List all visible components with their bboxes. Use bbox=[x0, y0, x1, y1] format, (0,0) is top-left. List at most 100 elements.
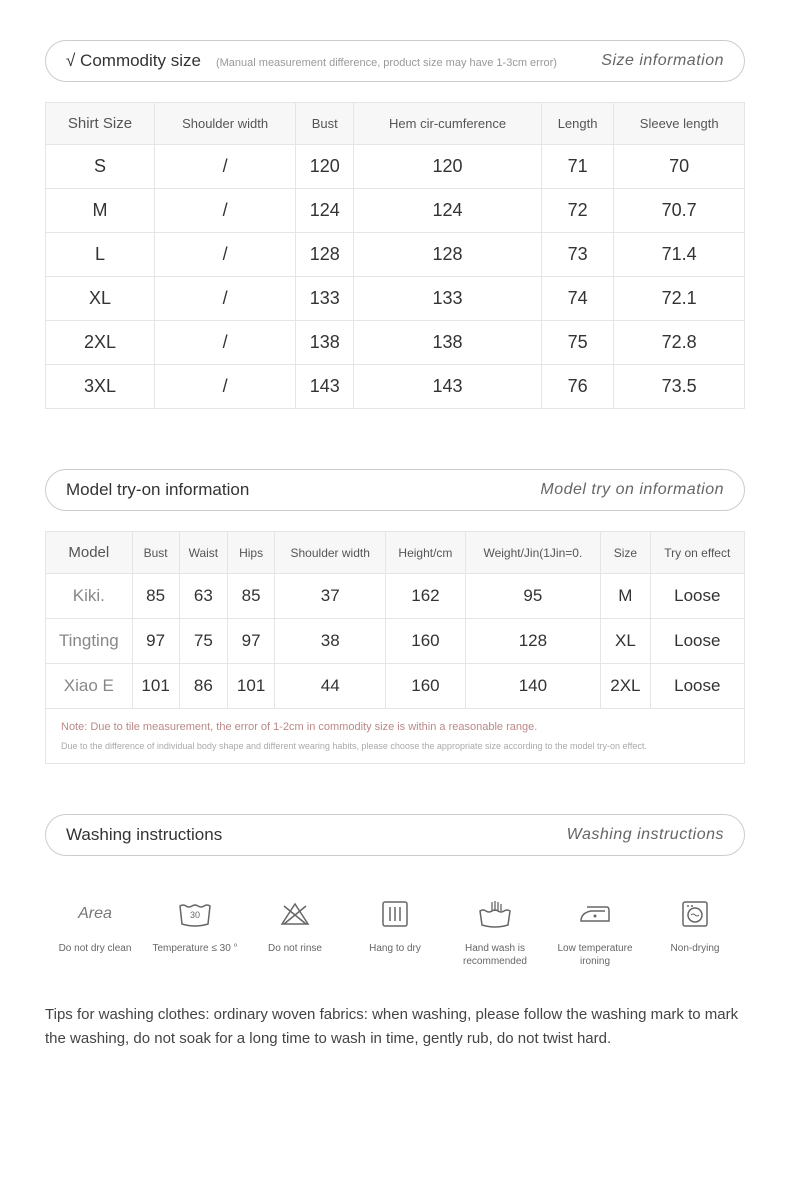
table-cell: Kiki. bbox=[46, 574, 133, 619]
dryer-icon bbox=[677, 896, 713, 932]
size-title: √ Commodity size bbox=[66, 51, 201, 71]
table-cell: Xiao E bbox=[46, 664, 133, 709]
shirt-table-header-row: Shirt SizeShoulder widthBustHem cir-cumf… bbox=[46, 103, 745, 145]
table-row: Kiki.8563853716295MLoose bbox=[46, 574, 745, 619]
model-title: Model try-on information bbox=[66, 480, 249, 500]
table-header: Weight/Jin(1Jin=0. bbox=[465, 532, 601, 574]
wash-basin-icon: 30 bbox=[177, 896, 213, 932]
table-cell: 70 bbox=[614, 145, 745, 189]
table-cell: 74 bbox=[541, 277, 614, 321]
table-cell: 70.7 bbox=[614, 189, 745, 233]
table-cell: / bbox=[154, 365, 295, 409]
table-cell: 85 bbox=[132, 574, 179, 619]
table-cell: / bbox=[154, 189, 295, 233]
table-cell: 128 bbox=[354, 233, 542, 277]
table-header: Waist bbox=[179, 532, 228, 574]
washing-section-header: Washing instructions Washing instruction… bbox=[45, 814, 745, 856]
table-cell: / bbox=[154, 233, 295, 277]
table-row: XL/1331337472.1 bbox=[46, 277, 745, 321]
table-cell: 138 bbox=[354, 321, 542, 365]
size-right-label: Size information bbox=[601, 52, 724, 70]
table-row: M/1241247270.7 bbox=[46, 189, 745, 233]
hang-dry-icon bbox=[377, 896, 413, 932]
table-cell: 101 bbox=[132, 664, 179, 709]
table-cell: Loose bbox=[650, 619, 744, 664]
table-cell: 75 bbox=[541, 321, 614, 365]
model-right-label: Model try on information bbox=[540, 481, 724, 499]
table-cell: 128 bbox=[296, 233, 354, 277]
table-header: Shoulder width bbox=[154, 103, 295, 145]
table-cell: 63 bbox=[179, 574, 228, 619]
table-cell: 73 bbox=[541, 233, 614, 277]
table-header: Size bbox=[601, 532, 650, 574]
table-cell: / bbox=[154, 277, 295, 321]
table-header: Sleeve length bbox=[614, 103, 745, 145]
table-cell: 71 bbox=[541, 145, 614, 189]
note-bodyshape: Due to the difference of individual body… bbox=[61, 741, 729, 751]
note-measurement: Note: Due to tile measurement, the error… bbox=[61, 721, 729, 733]
table-cell: Loose bbox=[650, 664, 744, 709]
wash-hang-dry: Hang to dry bbox=[348, 896, 443, 955]
table-cell: 86 bbox=[179, 664, 228, 709]
triangle-cross-icon bbox=[277, 896, 313, 932]
table-header: Hem cir-cumference bbox=[354, 103, 542, 145]
table-cell: M bbox=[46, 189, 155, 233]
table-row: 3XL/1431437673.5 bbox=[46, 365, 745, 409]
table-cell: 2XL bbox=[601, 664, 650, 709]
table-cell: 124 bbox=[296, 189, 354, 233]
table-cell: 143 bbox=[354, 365, 542, 409]
area-icon: Area bbox=[77, 896, 113, 932]
table-cell: 133 bbox=[354, 277, 542, 321]
wash-hand: Hand wash is recommended bbox=[448, 896, 543, 968]
table-header: Hips bbox=[228, 532, 275, 574]
table-cell: 73.5 bbox=[614, 365, 745, 409]
table-header: Model bbox=[46, 532, 133, 574]
table-cell: / bbox=[154, 145, 295, 189]
size-section-header: √ Commodity size (Manual measurement dif… bbox=[45, 40, 745, 82]
table-cell: 101 bbox=[228, 664, 275, 709]
model-tryon-table: ModelBustWaistHipsShoulder widthHeight/c… bbox=[45, 531, 745, 709]
table-cell: 120 bbox=[296, 145, 354, 189]
table-cell: XL bbox=[601, 619, 650, 664]
table-cell: 138 bbox=[296, 321, 354, 365]
table-header: Shirt Size bbox=[46, 103, 155, 145]
table-row: S/1201207170 bbox=[46, 145, 745, 189]
table-cell: 160 bbox=[386, 619, 465, 664]
shirt-size-table: Shirt SizeShoulder widthBustHem cir-cumf… bbox=[45, 102, 745, 409]
washing-tips: Tips for washing clothes: ordinary woven… bbox=[45, 1003, 745, 1051]
model-section-header: Model try-on information Model try on in… bbox=[45, 469, 745, 511]
wash-non-dry: Non-drying bbox=[648, 896, 743, 955]
table-cell: Loose bbox=[650, 574, 744, 619]
table-cell: 97 bbox=[228, 619, 275, 664]
table-cell: 72.8 bbox=[614, 321, 745, 365]
notes-box: Note: Due to tile measurement, the error… bbox=[45, 709, 745, 764]
washing-icons-row: Area Do not dry clean 30 Temperature ≤ 3… bbox=[45, 896, 745, 968]
table-cell: 76 bbox=[541, 365, 614, 409]
table-cell: 95 bbox=[465, 574, 601, 619]
table-cell: 72.1 bbox=[614, 277, 745, 321]
table-cell: 143 bbox=[296, 365, 354, 409]
iron-icon bbox=[577, 896, 613, 932]
table-cell: M bbox=[601, 574, 650, 619]
table-header: Bust bbox=[132, 532, 179, 574]
table-cell: 44 bbox=[275, 664, 386, 709]
table-header: Length bbox=[541, 103, 614, 145]
washing-right-label: Washing instructions bbox=[567, 826, 724, 844]
table-cell: 97 bbox=[132, 619, 179, 664]
hand-wash-icon bbox=[477, 896, 513, 932]
table-cell: 38 bbox=[275, 619, 386, 664]
model-table-header-row: ModelBustWaistHipsShoulder widthHeight/c… bbox=[46, 532, 745, 574]
table-row: Xiao E10186101441601402XLLoose bbox=[46, 664, 745, 709]
table-cell: 85 bbox=[228, 574, 275, 619]
table-header: Try on effect bbox=[650, 532, 744, 574]
wash-no-rinse: Do not rinse bbox=[248, 896, 343, 955]
table-cell: XL bbox=[46, 277, 155, 321]
table-cell: 3XL bbox=[46, 365, 155, 409]
table-cell: 71.4 bbox=[614, 233, 745, 277]
table-cell: 162 bbox=[386, 574, 465, 619]
table-cell: 37 bbox=[275, 574, 386, 619]
wash-iron: Low temperature ironing bbox=[548, 896, 643, 968]
wash-dry-clean: Area Do not dry clean bbox=[48, 896, 143, 955]
table-row: Tingting97759738160128XLLoose bbox=[46, 619, 745, 664]
table-cell: 72 bbox=[541, 189, 614, 233]
